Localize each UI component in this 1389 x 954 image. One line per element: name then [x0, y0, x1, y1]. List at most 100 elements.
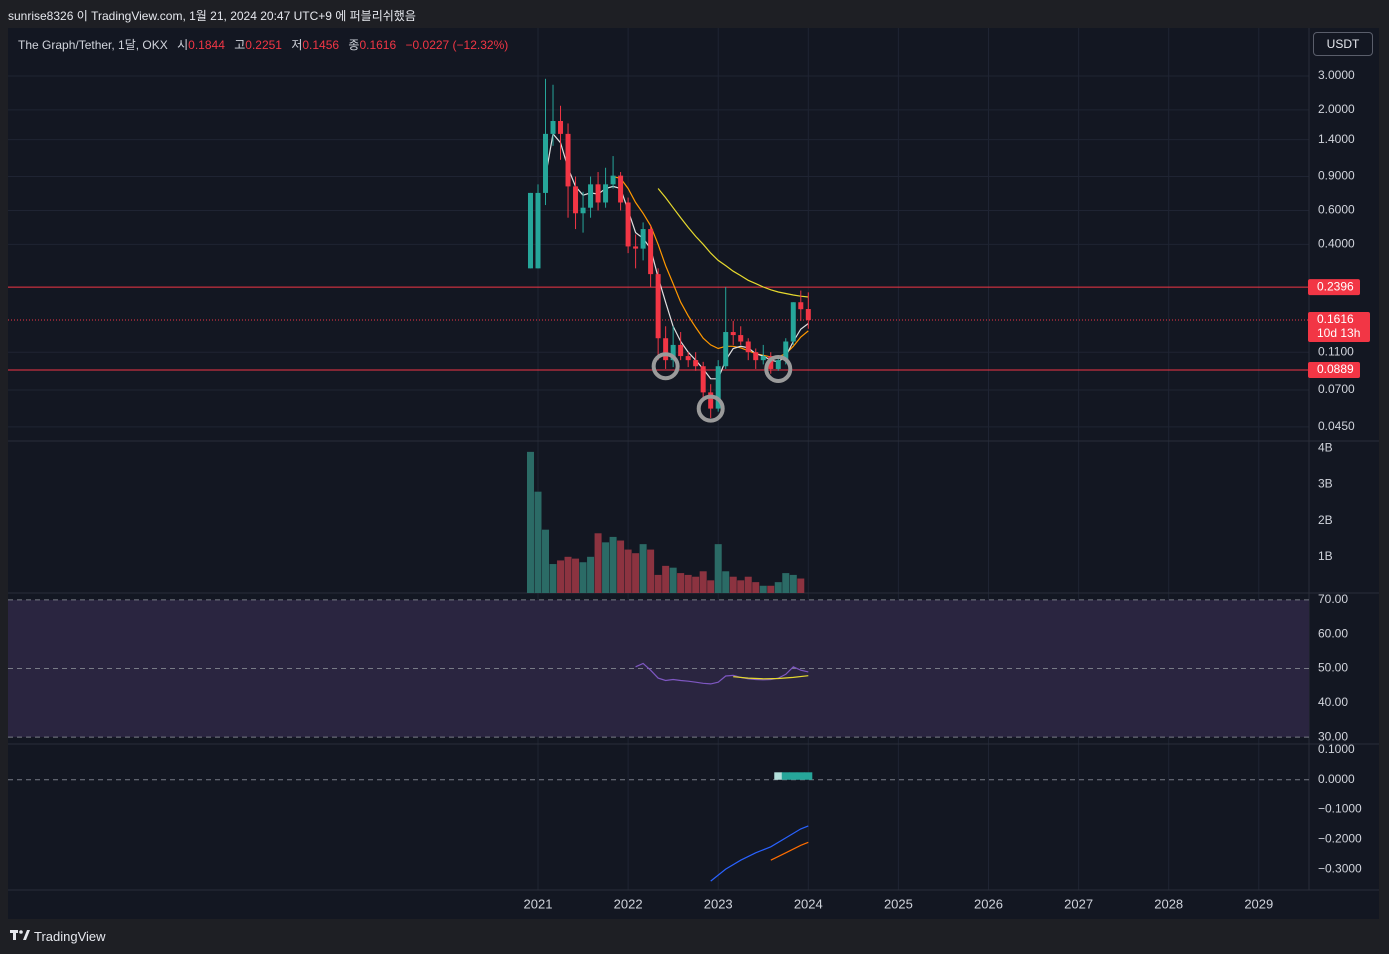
volume-bar [729, 576, 737, 593]
level-price-tag [1308, 279, 1360, 296]
candle-body [745, 341, 751, 353]
macd-tick-label: −0.2000 [1318, 832, 1362, 846]
candle [558, 105, 564, 160]
volume-bar [752, 582, 760, 593]
candle-body [610, 175, 616, 185]
chart-canvas[interactable]: 3.0000 2.0000 1.4000 0.9000 0.6000 0.4000 0.11… [8, 28, 1379, 919]
time-axis-label: 2026 [974, 896, 1003, 911]
candle [738, 326, 744, 345]
candle [603, 167, 609, 208]
candle [798, 290, 804, 321]
candle [768, 352, 774, 374]
volume-bar [662, 565, 670, 593]
macd-line [710, 825, 809, 882]
candle [550, 84, 556, 146]
candle [588, 176, 594, 218]
candle [805, 292, 811, 329]
price-tick-label: 1.4000 [1318, 132, 1355, 146]
candle-body [588, 184, 594, 208]
rsi-tick-label: 40.00 [1318, 695, 1348, 709]
volume-bar [797, 578, 805, 593]
macd-histogram-bar [781, 772, 790, 780]
macd-tick-label: −0.3000 [1318, 861, 1362, 875]
candle-body [550, 120, 556, 134]
time-axis-label: 2027 [1064, 896, 1093, 911]
rsi-tick-label: 70.00 [1318, 592, 1348, 606]
candle-body [543, 133, 549, 193]
volume-bar [692, 576, 700, 593]
symbol-name[interactable]: The Graph/Tether, 1달, OKX [18, 38, 168, 52]
volume-bar [744, 576, 752, 593]
rsi-tick-label: 30.00 [1318, 729, 1348, 743]
time-axis-label: 2024 [794, 896, 823, 911]
candle-body [640, 229, 646, 249]
volume-bar [587, 556, 595, 593]
price-tick-label: 3.0000 [1318, 68, 1355, 82]
candle [535, 184, 541, 269]
candle-body [723, 332, 729, 367]
candle [618, 172, 624, 211]
volume-bar [594, 533, 602, 593]
macd-histogram-bar [789, 772, 798, 780]
annotation-circle [764, 354, 793, 383]
volume-bar [707, 580, 715, 593]
candle-body [565, 133, 571, 187]
candle-body [580, 207, 586, 214]
annotation-circle [696, 394, 725, 423]
footer-brand[interactable]: TradingView [10, 929, 106, 944]
candle-body [700, 366, 706, 393]
candle-body [768, 356, 774, 369]
volume-bar [789, 574, 797, 593]
candle [730, 320, 736, 345]
volume-bar [579, 562, 587, 593]
volume-bar [526, 451, 534, 593]
chart-frame[interactable]: 3.0000 2.0000 1.4000 0.9000 0.6000 0.4000 0.11… [8, 28, 1379, 919]
candle [640, 222, 646, 261]
candle-body [730, 332, 736, 336]
volume-bar [564, 556, 572, 593]
volume-tick-label: 4B [1318, 440, 1333, 454]
candle-body [693, 360, 699, 367]
last-price-label: 0.1616 [1317, 312, 1354, 326]
volume-bar [572, 558, 580, 593]
candle-body [655, 274, 661, 339]
rsi-line [635, 662, 809, 685]
candle [700, 361, 706, 401]
candle-body [678, 344, 684, 357]
candle [633, 234, 639, 269]
tradingview-logo-icon [10, 929, 30, 944]
low-value: 0.1456 [302, 38, 340, 52]
candle [708, 384, 714, 419]
time-axis-label: 2023 [704, 896, 733, 911]
candle [760, 344, 766, 365]
candle [580, 191, 586, 233]
change-value: −0.0227 (−12.32%) [405, 38, 509, 52]
candle-body [603, 184, 609, 203]
candle [543, 78, 549, 206]
price-tick-label: 0.6000 [1318, 203, 1355, 217]
footer-brand-label: TradingView [34, 929, 106, 944]
volume-bar [767, 585, 775, 593]
candle-body [663, 338, 669, 361]
candle [753, 348, 759, 369]
candle-body [527, 192, 533, 269]
macd-tick-label: 0.1000 [1318, 742, 1355, 756]
candle-body [573, 186, 579, 214]
price-tick-label: 0.9000 [1318, 169, 1355, 183]
candle-body [648, 229, 654, 275]
candle-body [670, 344, 676, 361]
candle-body [633, 246, 639, 249]
close-value: 0.1616 [359, 38, 397, 52]
level-price-label: 0.0889 [1317, 362, 1354, 376]
candle [663, 326, 669, 369]
candle-body [535, 192, 541, 269]
high-label: 고 [234, 38, 246, 52]
volume-tick-label: 1B [1318, 549, 1333, 563]
candle [573, 176, 579, 230]
currency-button[interactable]: USDT [1313, 32, 1373, 56]
low-label: 저 [291, 38, 303, 52]
candle-body [708, 392, 714, 409]
candle-body [685, 356, 691, 361]
volume-bar [774, 582, 782, 593]
candle [527, 192, 533, 269]
